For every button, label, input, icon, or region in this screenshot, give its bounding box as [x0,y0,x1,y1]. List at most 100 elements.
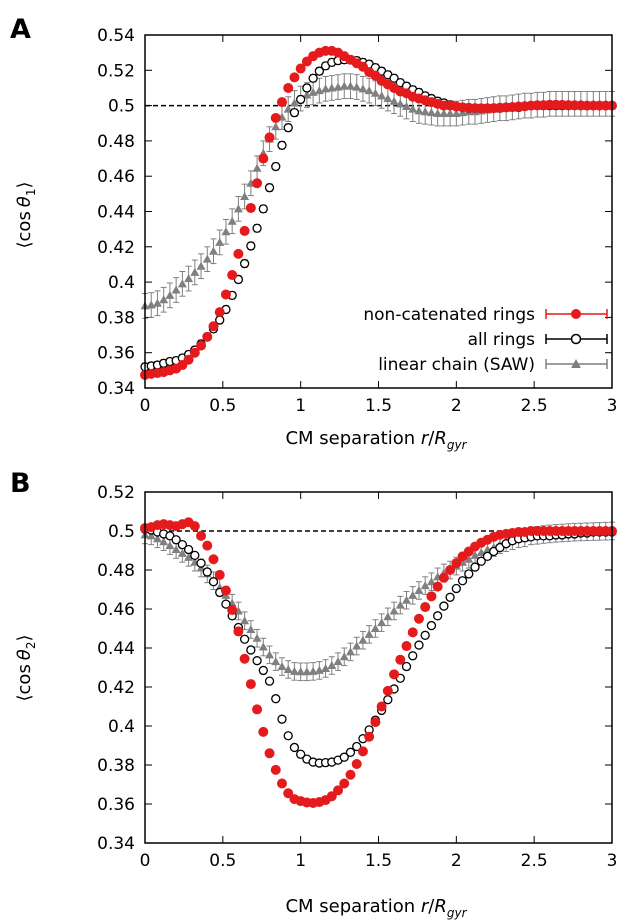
x-tick-label: 3 [607,851,618,871]
data-point [196,558,206,568]
data-point [289,72,300,83]
series-non-catenated-rings [140,45,617,380]
data-point [208,554,219,565]
data-point [438,572,449,583]
data-point [420,581,430,590]
y-tick-label: 0.5 [108,97,135,117]
y-tick-label: 0.52 [97,483,135,503]
data-point [395,600,405,609]
data-point [214,307,225,318]
data-point [233,204,243,213]
data-point [420,107,430,116]
data-point [364,86,374,95]
data-point [327,661,337,670]
data-point [333,82,343,91]
legend-label-allrings: all rings [468,330,536,350]
x-tick-label: 3 [607,396,618,416]
data-point [370,624,380,632]
data-point [215,237,225,246]
data-point [227,270,238,281]
data-point [408,104,418,113]
data-point [208,321,219,332]
data-point [364,731,375,742]
series-linear-chain-saw [140,73,617,319]
x-tick-label: 0.5 [209,396,236,416]
data-point [345,747,356,757]
legend-marker-noncatenated [545,309,608,319]
series-non-catenated-rings [140,517,617,809]
plot-frame [144,491,613,844]
data-point [339,652,349,661]
data-point [302,90,312,99]
data-point [432,581,443,592]
data-point [252,704,263,715]
data-point [270,764,281,775]
data-point [413,613,424,624]
data-point [239,634,250,644]
data-point [196,530,207,541]
data-point [395,654,406,665]
data-point [389,669,400,680]
y-tick-label: 0.48 [97,561,135,581]
data-point [352,641,362,650]
x-tick-label: 2 [451,851,462,871]
data-point [383,94,393,103]
data-point [146,531,156,540]
data-point [402,595,412,604]
y-tick-label: 0.4 [108,717,135,737]
data-point [189,347,200,358]
y-tick-label: 0.52 [97,61,135,81]
data-point [208,246,218,255]
legend-label-linear-chain: linear chain (SAW) [378,355,535,375]
data-point [270,112,281,123]
data-point [258,642,268,651]
y-tick-label: 0.48 [97,132,135,152]
y-axis-label: ⟨cosθ1⟩ [14,181,38,248]
data-point [470,562,480,572]
data-point [351,759,362,770]
y-tick-label: 0.54 [97,26,135,46]
data-point [152,298,162,307]
data-point [159,537,169,546]
data-point [382,685,393,696]
data-point [246,241,256,251]
data-point [357,746,368,757]
data-point [165,541,175,550]
data-point [271,694,281,704]
data-point [221,599,231,609]
data-point [220,585,231,596]
panel-label-a: A [10,14,31,45]
data-point [277,140,287,150]
data-point [308,73,318,83]
data-point [389,73,399,83]
y-tick-label: 0.34 [97,834,135,854]
data-point [252,656,262,666]
x-tick-label: 2.5 [521,851,548,871]
y-tick-label: 0.38 [97,308,135,328]
y-tick-label: 0.5 [108,522,135,542]
data-point [271,122,281,131]
data-point [264,748,275,759]
data-point [383,695,393,705]
x-tick-label: 1.5 [365,396,392,416]
data-point [370,88,380,97]
data-point [177,548,187,557]
data-point [414,106,424,115]
data-point [233,626,244,637]
data-point [246,645,256,655]
data-point [220,289,231,300]
data-point [283,731,293,741]
x-tick-label: 0 [140,851,151,871]
data-point [308,666,318,675]
data-point [327,83,337,92]
data-point [352,741,362,752]
data-point [258,665,268,676]
data-point [289,108,300,118]
data-point [239,258,250,269]
data-point [171,545,181,554]
data-point [271,161,281,172]
data-point [451,558,462,569]
x-tick-label: 0 [140,396,151,416]
data-point [376,701,387,712]
data-point [239,653,250,664]
